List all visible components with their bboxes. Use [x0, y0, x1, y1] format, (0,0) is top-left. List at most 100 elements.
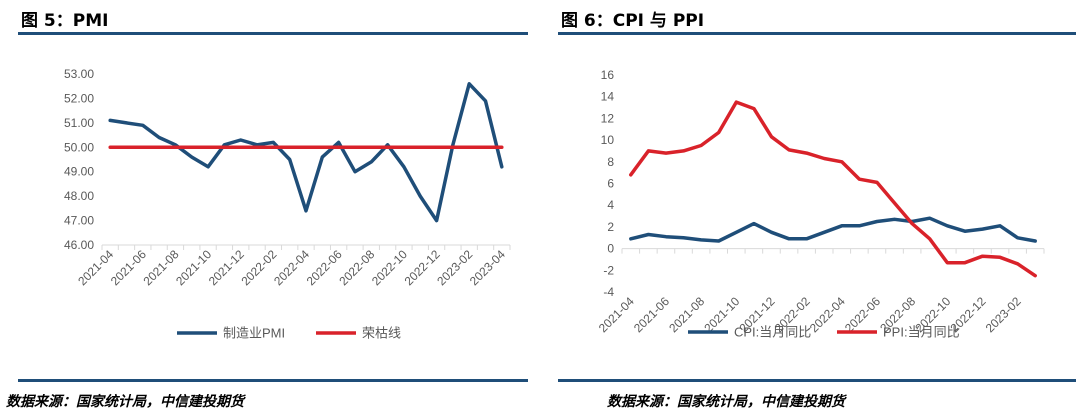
top-rule-right	[558, 32, 1076, 35]
data-point	[419, 194, 422, 198]
data-point	[484, 99, 487, 103]
data-point	[840, 160, 843, 163]
legend-label: 荣枯线	[362, 326, 401, 341]
data-point	[157, 146, 161, 149]
data-point	[190, 155, 193, 159]
figure-6-source: 数据来源：国家统计局，中信建投期货	[607, 394, 845, 410]
data-point	[717, 239, 720, 243]
y-tick-label: 50.00	[64, 140, 94, 154]
data-point	[141, 146, 144, 149]
data-point	[823, 231, 826, 234]
data-point	[108, 119, 112, 122]
data-point	[386, 143, 389, 147]
data-point	[664, 151, 668, 155]
x-tick-label: 2021-06	[631, 294, 672, 335]
data-point	[206, 146, 210, 149]
data-point	[787, 148, 791, 152]
data-point	[629, 237, 632, 241]
y-tick-label: 51.00	[64, 116, 94, 130]
data-point	[321, 155, 324, 159]
data-point	[699, 238, 703, 242]
data-point	[125, 121, 128, 125]
y-tick-label: 2	[607, 220, 614, 234]
data-point	[805, 151, 808, 155]
y-tick-label: 49.00	[64, 165, 94, 179]
data-point	[500, 165, 504, 169]
data-point	[108, 146, 112, 149]
data-point	[174, 143, 177, 147]
data-point	[1034, 239, 1037, 243]
data-point	[255, 143, 259, 147]
data-point	[770, 231, 773, 234]
data-point	[858, 177, 861, 181]
x-tick-label: 2022-04	[807, 294, 848, 335]
data-point	[484, 146, 487, 149]
data-point	[893, 218, 896, 221]
data-point	[468, 82, 471, 85]
data-point	[1016, 236, 1019, 239]
data-point	[998, 256, 1002, 259]
pmi-chart: 46.00 47.00 48.00 49.00 50.00 51.00 52.00 53.00…	[64, 67, 511, 341]
x-tick-label: 2021-04	[596, 294, 637, 335]
data-point	[451, 143, 455, 147]
series-line-ppi	[629, 100, 1037, 278]
data-point	[304, 146, 308, 149]
y-tick-label: 16	[601, 68, 615, 82]
data-point	[435, 146, 438, 149]
y-tick-label: 4	[607, 198, 614, 212]
x-tick-label: 2023-04	[467, 247, 508, 288]
data-point	[717, 131, 720, 134]
data-point	[735, 100, 738, 104]
data-point	[699, 144, 703, 147]
y-tick-label: 53.00	[64, 67, 94, 81]
data-point	[386, 146, 389, 149]
figure-5-title: 图 5：PMI	[21, 11, 109, 31]
data-point	[353, 170, 357, 173]
data-point	[157, 136, 161, 139]
data-point	[435, 219, 438, 222]
figure-5-source: 数据来源：国家统计局，中信建投期货	[6, 394, 244, 410]
data-point	[1016, 262, 1019, 265]
data-point	[125, 146, 128, 149]
series-line-cpi	[629, 216, 1037, 243]
data-point	[337, 146, 340, 149]
series-line-pmi	[108, 82, 504, 223]
data-point	[805, 237, 808, 241]
data-point	[928, 237, 931, 241]
y-tick-label: 6	[607, 177, 614, 191]
data-point	[981, 254, 984, 258]
data-point	[787, 237, 791, 241]
data-point	[875, 220, 879, 223]
data-point	[451, 146, 455, 149]
data-point	[770, 135, 773, 139]
data-point	[858, 224, 861, 228]
y-tick-label: 52.00	[64, 91, 94, 105]
x-tick-label: 2021-08	[666, 294, 707, 335]
data-point	[682, 149, 685, 153]
data-point	[893, 201, 896, 205]
data-point	[823, 157, 826, 160]
data-point	[910, 222, 914, 225]
y-tick-label: 10	[601, 133, 615, 147]
data-point	[981, 227, 984, 231]
data-point	[206, 165, 210, 169]
legend-label: PPI:当月同比	[883, 325, 960, 340]
y-tick-label: -2	[603, 263, 614, 277]
data-point	[735, 231, 738, 234]
data-point	[239, 138, 242, 142]
y-tick-label: 48.00	[64, 189, 94, 203]
x-tick-label: 2022-06	[842, 294, 883, 335]
data-point	[223, 146, 226, 149]
data-point	[370, 160, 373, 164]
data-point	[752, 222, 756, 225]
data-point	[963, 261, 967, 264]
data-point	[752, 107, 756, 110]
data-point	[304, 209, 308, 212]
data-point	[963, 230, 967, 233]
legend-label: 制造业PMI	[223, 326, 285, 341]
data-point	[1034, 274, 1037, 277]
y-tick-label: 46.00	[64, 238, 94, 252]
data-point	[647, 149, 650, 153]
y-tick-label: 12	[601, 111, 615, 125]
data-point	[255, 146, 259, 149]
